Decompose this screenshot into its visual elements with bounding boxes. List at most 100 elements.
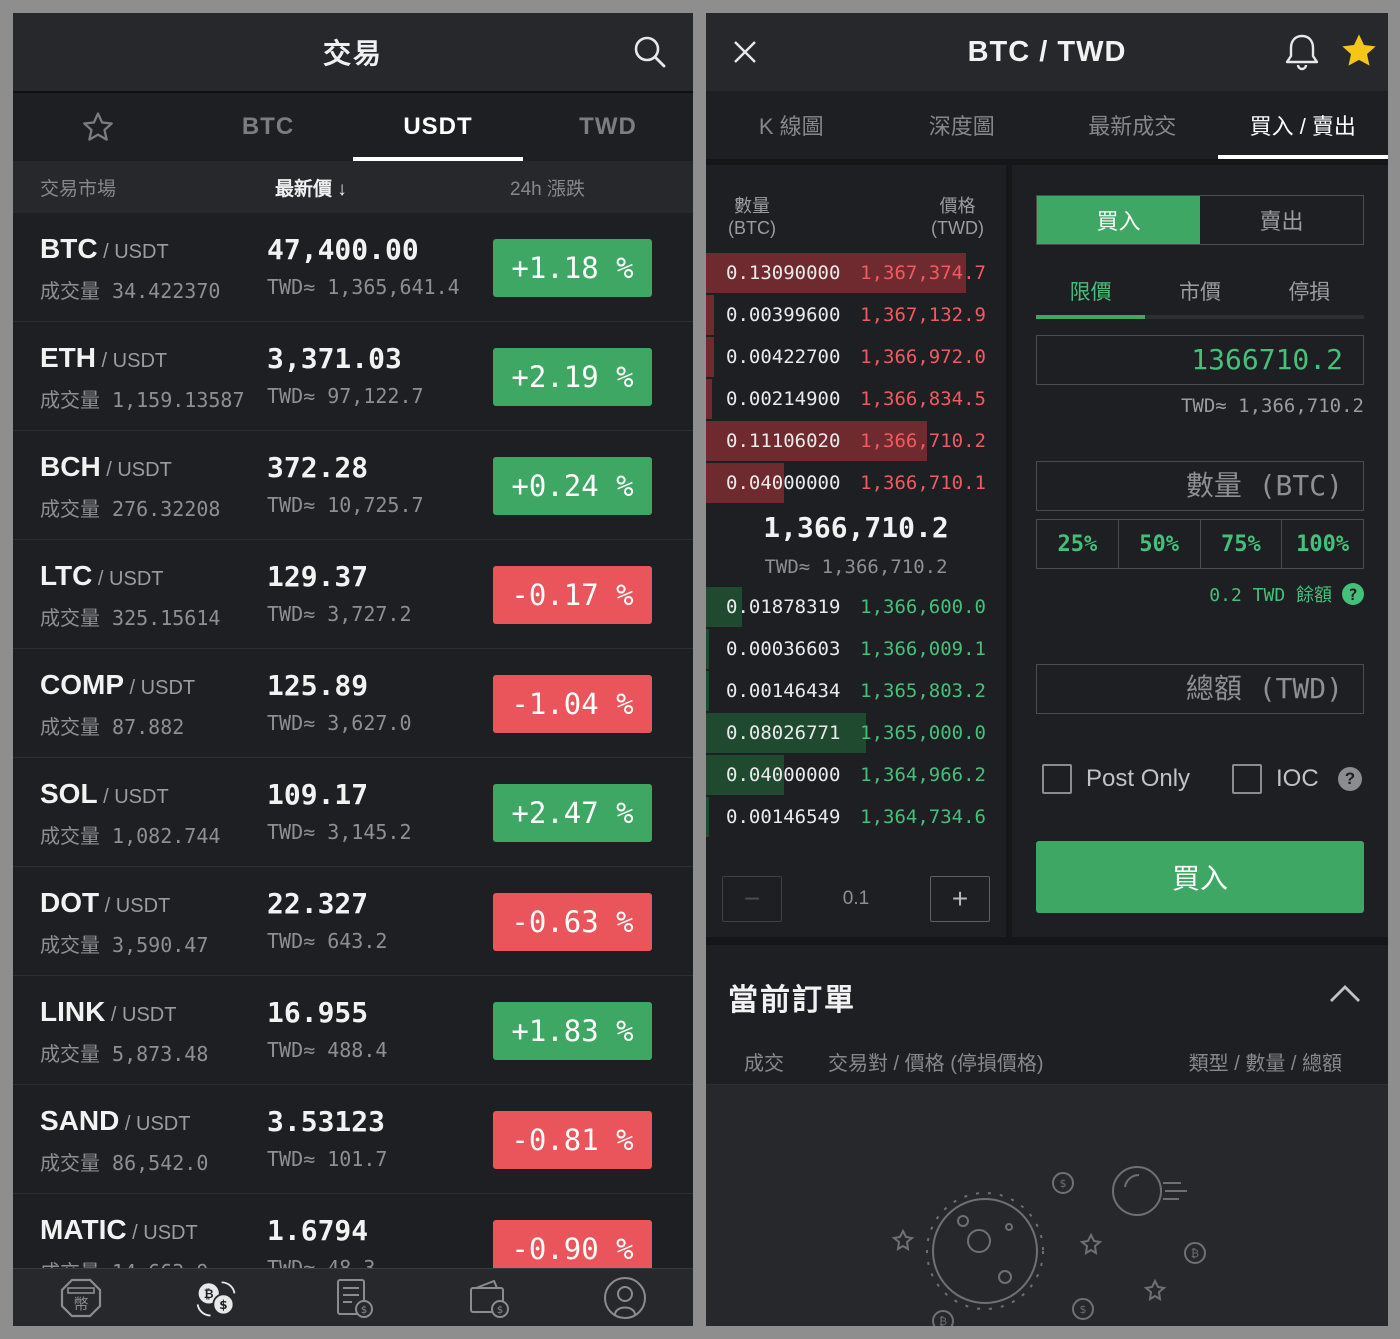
sell-side-button[interactable]: 賣出 <box>1259 209 1304 234</box>
tab-market[interactable]: 市價 <box>1178 281 1221 304</box>
qty-header: 數量 (BTC) <box>728 195 776 239</box>
markets-header: 交易 <box>13 13 693 91</box>
tab-btc[interactable]: BTC <box>241 113 295 140</box>
help-icon[interactable]: ? <box>1342 583 1364 605</box>
change-badge[interactable]: +0.24 % <box>493 457 652 515</box>
ask-qty: 0.00422700 <box>726 346 841 368</box>
market-row[interactable]: LINK / USDT 成交量 5,873.48 16.955 TWD≈ 488.4 +… <box>13 976 693 1085</box>
change-badge[interactable]: -0.17 % <box>493 566 652 624</box>
market-row[interactable]: SOL / USDT 成交量 1,082.744 109.17 TWD≈ 3,145.… <box>13 758 693 867</box>
market-list: BTC / USDT 成交量 34.422370 47,400.00 TWD≈ 1,3… <box>13 213 693 1303</box>
ask-price: 1,367,374.7 <box>860 262 986 284</box>
market-row[interactable]: DOT / USDT 成交量 3,590.47 22.327 TWD≈ 643.2 -0… <box>13 867 693 976</box>
col-market[interactable]: 交易市場 <box>40 178 117 200</box>
total-input[interactable]: 總額 (TWD) <box>1036 664 1364 714</box>
trade-header: BTC / TWD <box>706 13 1388 91</box>
col-last-price[interactable]: 最新價 ↓ <box>275 178 347 200</box>
qty-header-label: 數量 <box>734 196 770 216</box>
close-icon[interactable] <box>732 39 758 65</box>
ioc-checkbox[interactable] <box>1232 764 1262 794</box>
col-pair-price: 交易對 / 價格 (停損價格) <box>828 1053 1044 1075</box>
market-price: 3.53123 <box>267 1105 386 1138</box>
market-row[interactable]: ETH / USDT 成交量 1,159.13587 3,371.03 TWD≈ 97… <box>13 322 693 431</box>
nav-profile-icon[interactable] <box>602 1275 648 1321</box>
quantity-input[interactable]: 數量 (BTC) <box>1036 461 1364 511</box>
change-badge[interactable]: +1.18 % <box>493 239 652 297</box>
submit-buy-button[interactable]: 買入 <box>1036 841 1364 913</box>
precision-value: 0.1 <box>842 888 870 909</box>
tab-kline[interactable]: K 線圖 <box>758 114 824 139</box>
post-only-label[interactable]: Post Only <box>1086 765 1191 792</box>
market-row[interactable]: BTC / USDT 成交量 34.422370 47,400.00 TWD≈ 1,3… <box>13 213 693 322</box>
market-row[interactable]: COMP / USDT 成交量 87.882 125.89 TWD≈ 3,627.0 -… <box>13 649 693 758</box>
ask-depth-bar <box>706 421 928 461</box>
market-symbol: SAND / USDT <box>40 1105 190 1137</box>
ask-row[interactable]: 0.04000000 1,366,710.1 <box>706 463 1006 503</box>
ask-qty: 0.00399600 <box>726 304 841 326</box>
help-icon[interactable]: ? <box>1338 767 1362 791</box>
price-input[interactable]: 1366710.2 <box>1036 335 1364 385</box>
quote-asset: / USDT <box>100 459 172 481</box>
search-icon[interactable] <box>633 35 667 69</box>
tab-depth[interactable]: 深度圖 <box>928 114 995 139</box>
nav-wallet-icon[interactable]: $ <box>466 1275 512 1321</box>
bid-row[interactable]: 0.00146549 1,364,734.6 <box>706 797 1006 837</box>
nav-orders-icon[interactable]: $ <box>330 1275 376 1321</box>
market-volume: 成交量 86,542.0 <box>40 1151 209 1175</box>
precision-plus-button[interactable]: + <box>930 876 990 922</box>
bid-qty: 0.01878319 <box>726 596 841 618</box>
market-symbol: LINK / USDT <box>40 996 176 1028</box>
market-price-twd: TWD≈ 10,725.7 <box>267 493 424 517</box>
svg-text:幣: 幣 <box>73 1295 88 1313</box>
ask-depth-bar <box>706 379 712 419</box>
percent-50-button[interactable]: 50% <box>1119 520 1201 568</box>
quote-asset: / USDT <box>96 350 168 372</box>
ask-row[interactable]: 0.00422700 1,366,972.0 <box>706 337 1006 377</box>
change-badge[interactable]: +1.83 % <box>493 1002 652 1060</box>
quote-asset: / USDT <box>124 677 196 699</box>
post-only-checkbox[interactable] <box>1042 764 1072 794</box>
bid-row[interactable]: 0.01878319 1,366,600.0 <box>706 587 1006 627</box>
col-24h-change[interactable]: 24h 漲跌 <box>510 178 585 200</box>
ask-row[interactable]: 0.13090000 1,367,374.7 <box>706 253 1006 293</box>
bid-price: 1,366,009.1 <box>860 638 986 660</box>
market-row[interactable]: SAND / USDT 成交量 86,542.0 3.53123 TWD≈ 101.7… <box>13 1085 693 1194</box>
change-badge[interactable]: +2.47 % <box>493 784 652 842</box>
market-row[interactable]: BCH / USDT 成交量 276.32208 372.28 TWD≈ 10,725… <box>13 431 693 540</box>
ask-row[interactable]: 0.11106020 1,366,710.2 <box>706 421 1006 461</box>
ask-row[interactable]: 0.00399600 1,367,132.9 <box>706 295 1006 335</box>
tab-twd[interactable]: TWD <box>579 113 637 140</box>
change-badge[interactable]: -0.81 % <box>493 1111 652 1169</box>
tab-limit[interactable]: 限價 <box>1036 267 1146 319</box>
base-asset: SAND <box>40 1105 120 1136</box>
percent-25-button[interactable]: 25% <box>1037 520 1119 568</box>
chevron-up-icon[interactable] <box>1328 981 1362 1005</box>
tab-latest-trades[interactable]: 最新成交 <box>1088 114 1177 139</box>
nav-home-icon[interactable]: 幣 <box>58 1275 104 1321</box>
bell-icon[interactable] <box>1282 32 1322 72</box>
tab-favorites[interactable] <box>13 93 183 161</box>
last-price-twd: TWD≈ 1,366,710.2 <box>764 556 948 578</box>
tab-stop[interactable]: 停損 <box>1288 281 1331 304</box>
nav-exchange-icon[interactable]: ₿ $ <box>194 1275 240 1321</box>
market-tabs: BTC USDT TWD <box>13 93 693 161</box>
bid-row[interactable]: 0.08026771 1,365,000.0 <box>706 713 1006 753</box>
precision-minus-button[interactable]: − <box>722 876 782 922</box>
bid-row[interactable]: 0.00146434 1,365,803.2 <box>706 671 1006 711</box>
tab-usdt[interactable]: USDT <box>353 93 523 161</box>
bid-row[interactable]: 0.00036603 1,366,009.1 <box>706 629 1006 669</box>
change-badge[interactable]: -0.63 % <box>493 893 652 951</box>
market-row[interactable]: LTC / USDT 成交量 325.15614 129.37 TWD≈ 3,727.… <box>13 540 693 649</box>
ioc-label[interactable]: IOC <box>1276 765 1319 792</box>
ask-row[interactable]: 0.00214900 1,366,834.5 <box>706 379 1006 419</box>
bid-row[interactable]: 0.04000000 1,364,966.2 <box>706 755 1006 795</box>
change-badge[interactable]: -1.04 % <box>493 675 652 733</box>
tab-buy-sell[interactable]: 買入 / 賣出 <box>1217 91 1389 159</box>
bid-depth-bar <box>706 671 709 711</box>
percent-100-button[interactable]: 100% <box>1296 531 1350 557</box>
market-symbol: DOT / USDT <box>40 887 170 919</box>
percent-75-button[interactable]: 75% <box>1201 520 1283 568</box>
buy-side-button[interactable]: 買入 <box>1037 196 1200 244</box>
favorite-star-icon[interactable] <box>1339 31 1379 71</box>
change-badge[interactable]: +2.19 % <box>493 348 652 406</box>
